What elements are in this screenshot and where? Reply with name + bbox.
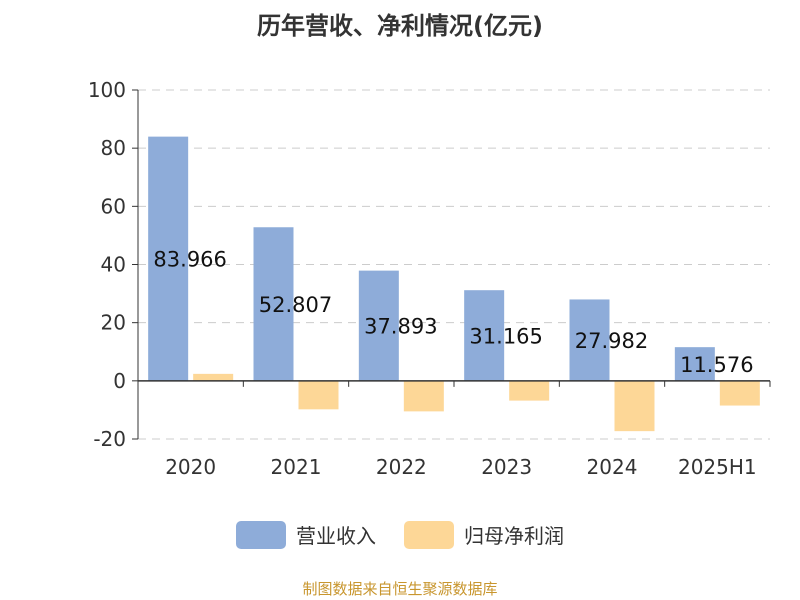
y-tick-label: 40 <box>101 253 126 277</box>
data-label-revenue: 37.893 <box>364 315 437 339</box>
bar-net-profit[interactable] <box>298 380 339 410</box>
bar-revenue[interactable] <box>253 227 294 381</box>
bar-revenue[interactable] <box>358 270 399 381</box>
legend-item-net-profit[interactable]: 归母净利润 <box>404 520 564 549</box>
source-note: 制图数据来自恒生聚源数据库 <box>302 580 498 598</box>
y-tick-label: 80 <box>101 136 126 160</box>
data-label-revenue: 83.966 <box>153 248 226 272</box>
legend-swatch-revenue <box>236 520 286 549</box>
y-tick-label: -20 <box>93 427 126 451</box>
legend-label-revenue: 营业收入 <box>296 524 376 548</box>
x-tick-label: 2022 <box>376 455 427 479</box>
legend-item-revenue[interactable]: 营业收入 <box>236 520 376 549</box>
data-label-revenue: 27.982 <box>575 329 648 353</box>
x-tick-label: 2024 <box>587 455 638 479</box>
data-label-revenue: 11.576 <box>680 353 753 377</box>
legend-swatch-net-profit <box>404 520 454 549</box>
y-tick-label: 0 <box>113 369 126 393</box>
y-tick-label: 60 <box>101 194 126 218</box>
bar-revenue[interactable] <box>464 290 505 381</box>
bar-net-profit[interactable] <box>193 373 234 381</box>
bar-net-profit[interactable] <box>719 380 760 406</box>
bar-net-profit[interactable] <box>509 380 550 401</box>
x-tick-label: 2021 <box>271 455 322 479</box>
y-tick-label: 100 <box>88 78 126 102</box>
legend: 营业收入 归母净利润 <box>0 520 800 549</box>
bar-revenue[interactable] <box>569 299 610 381</box>
bar-net-profit[interactable] <box>614 380 655 432</box>
data-label-revenue: 31.165 <box>469 325 542 349</box>
bar-revenue[interactable] <box>674 347 715 381</box>
x-tick-label: 2025H1 <box>678 455 757 479</box>
y-tick-label: 20 <box>101 311 126 335</box>
bar-revenue[interactable] <box>148 136 189 381</box>
legend-label-net-profit: 归母净利润 <box>464 524 564 548</box>
x-tick-label: 2020 <box>165 455 216 479</box>
data-label-revenue: 52.807 <box>259 293 332 317</box>
bar-net-profit[interactable] <box>403 380 444 412</box>
x-tick-label: 2023 <box>481 455 532 479</box>
chart-title: 历年营收、净利情况(亿元) <box>257 12 543 40</box>
